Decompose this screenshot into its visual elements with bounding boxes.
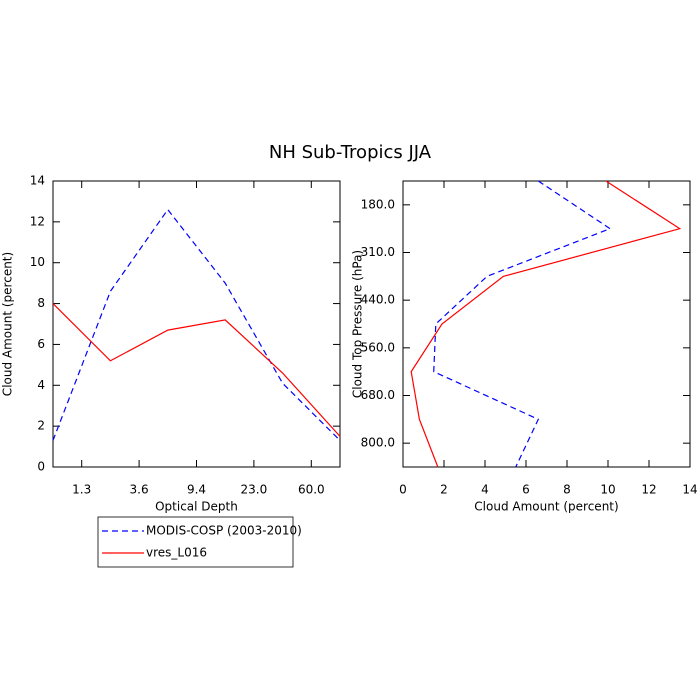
x-tick-label: 9.4 [187,483,206,497]
y-tick-label: 6 [37,337,45,351]
y-tick-label: 8 [37,296,45,310]
series-line [410,180,682,468]
y-tick-label: 0 [37,460,45,474]
y-axis-label: Cloud Top Pressure (hPa) [351,250,365,398]
y-tick-label: 560.0 [361,340,395,354]
chart-title: NH Sub-Tropics JJA [269,142,432,163]
y-tick-label: 440.0 [361,293,395,307]
series-line [52,303,341,437]
series-line [433,180,612,468]
x-tick-label: 2 [440,483,448,497]
y-tick-label: 180.0 [361,197,395,211]
legend-label: MODIS-COSP (2003-2010) [146,524,302,538]
y-tick-label: 4 [37,378,45,392]
x-tick-label: 14 [682,483,697,497]
x-tick-label: 8 [563,483,571,497]
plot-frame [402,180,691,468]
x-tick-label: 10 [600,483,615,497]
x-axis-label: Optical Depth [155,500,238,514]
series-line [52,208,341,441]
x-tick-label: 23.0 [241,483,268,497]
y-tick-label: 2 [37,419,45,433]
x-tick-label: 60.0 [298,483,325,497]
y-tick-label: 310.0 [361,245,395,259]
x-tick-label: 3.6 [130,483,149,497]
y-tick-label: 12 [30,214,45,228]
legend-label: vres_L016 [146,546,207,560]
x-tick-label: 6 [522,483,530,497]
y-axis-label: Cloud Amount (percent) [1,252,15,396]
y-tick-label: 14 [30,174,45,188]
y-tick-label: 680.0 [361,388,395,402]
x-tick-label: 0 [399,483,407,497]
y-tick-label: 800.0 [361,436,395,450]
legend-box [97,516,294,568]
x-tick-label: 1.3 [72,483,91,497]
x-tick-label: 12 [641,483,656,497]
x-axis-label: Cloud Amount (percent) [474,500,618,514]
x-tick-label: 4 [481,483,489,497]
y-tick-label: 10 [30,255,45,269]
